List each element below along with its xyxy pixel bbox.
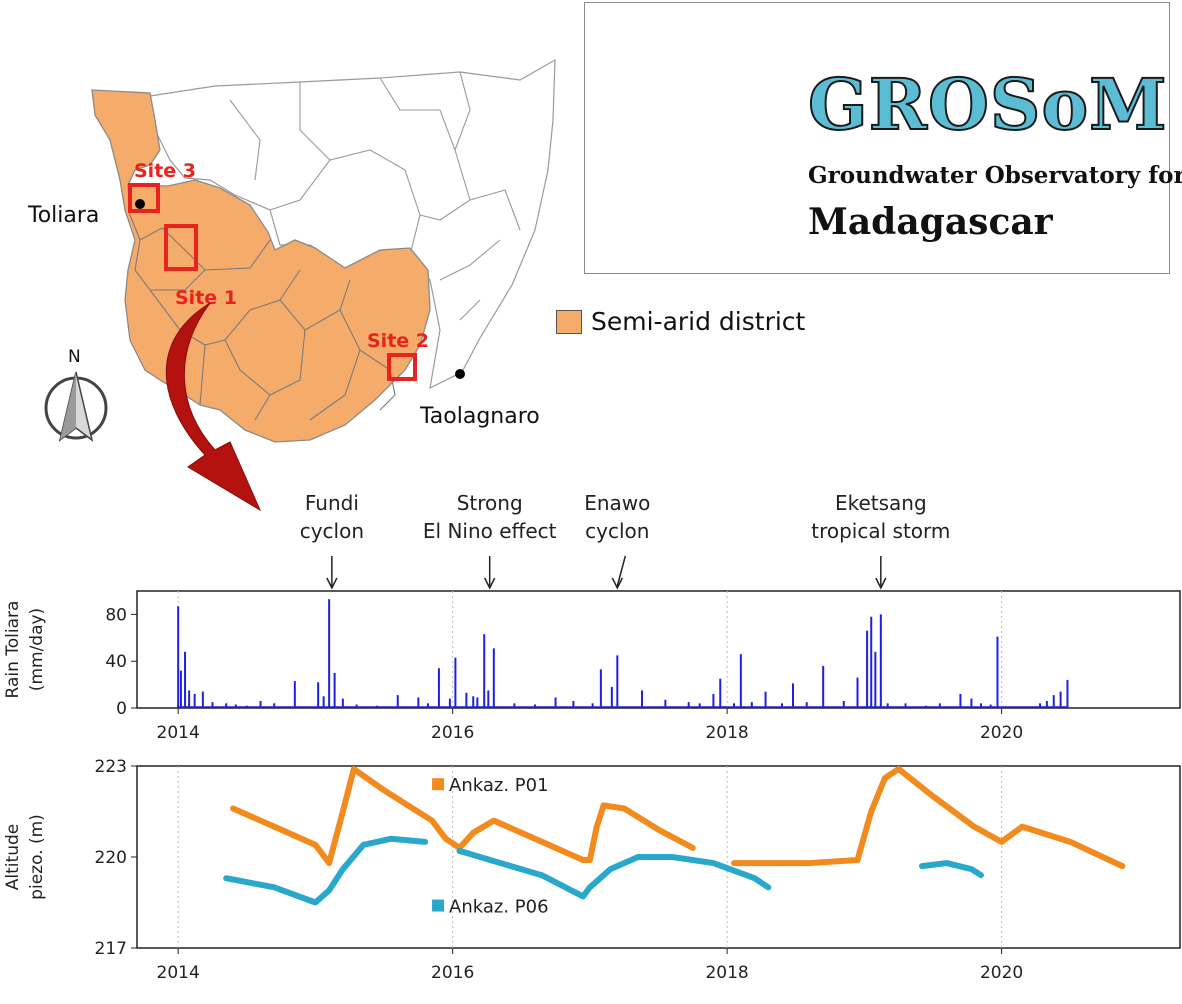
site-1-marker <box>164 224 198 271</box>
series-label: Ankaz. P01 <box>449 775 549 796</box>
y-tick-label: 0 <box>116 699 127 719</box>
x-tick-label: 2020 <box>980 723 1023 743</box>
north-arrow-icon: N <box>44 347 108 442</box>
y-tick-label: 220 <box>95 848 127 868</box>
series-line <box>230 766 696 867</box>
annotation-label: Enawo <box>584 491 650 515</box>
plot-frame <box>136 590 1181 709</box>
annotation-label: cyclon <box>300 519 364 543</box>
toliara-label: Toliara <box>27 203 99 228</box>
y-axis-label: Rain Toliara <box>3 601 23 699</box>
curved-arrow-icon <box>165 302 262 512</box>
site-3-label: Site 3 <box>134 160 196 182</box>
series-line <box>456 847 772 900</box>
taolagnaro-dot <box>455 369 465 379</box>
site-1-label: Site 1 <box>175 287 237 309</box>
legend-marker <box>432 899 445 912</box>
y-tick-label: 40 <box>105 652 127 672</box>
x-tick-label: 2014 <box>157 963 200 983</box>
logo-title: GROSoM <box>807 63 1168 146</box>
series-line <box>918 860 985 879</box>
annotation-arrowhead <box>875 577 887 590</box>
x-tick-label: 2018 <box>705 723 748 743</box>
series-line <box>730 766 1126 870</box>
y-axis-label: piezo. (m) <box>27 814 47 900</box>
annotation-arrowhead <box>611 577 623 590</box>
north-label: N <box>68 347 81 367</box>
x-tick-label: 2016 <box>431 723 474 743</box>
legend-marker <box>432 778 445 791</box>
madagascar-map: Site 3 Site 1 Site 2 Toliara Taolagnaro <box>27 58 556 443</box>
series-line <box>223 835 429 906</box>
district-borders-white <box>229 71 521 321</box>
annotation-arrowhead <box>326 577 338 590</box>
site-3-marker <box>128 183 160 213</box>
logo-box <box>584 2 1170 274</box>
annotation-label: Eketsang <box>835 491 927 515</box>
logo-subtitle-1: Groundwater Observatory for <box>808 162 1182 189</box>
series-label: Ankaz. P06 <box>449 897 549 918</box>
district-white-north <box>149 58 556 390</box>
y-tick-label: 80 <box>105 605 127 625</box>
annotation-arrow <box>616 555 627 587</box>
annotation-label: Strong <box>457 491 523 515</box>
annotation-arrowhead <box>484 577 496 590</box>
y-tick-label: 223 <box>95 757 127 777</box>
y-axis-label: (mm/day) <box>27 608 47 691</box>
annotation-label: tropical storm <box>811 519 950 543</box>
x-tick-label: 2020 <box>980 963 1023 983</box>
toliara-dot <box>135 199 145 209</box>
legend-label: Semi-arid district <box>591 307 806 336</box>
annotation-label: cyclon <box>585 519 649 543</box>
taolagnaro-label: Taolagnaro <box>419 404 540 429</box>
rain-chart: 2014 2016 2018 2020 0 40 80 Rain Toliara (mm/day… <box>3 491 1181 743</box>
piezo-chart: 2014 2016 2018 2020 217 220 223 Altitude piezo. … <box>3 757 1181 983</box>
x-tick-label: 2016 <box>431 963 474 983</box>
logo-subtitle-2: Madagascar <box>808 201 1053 243</box>
legend-swatch <box>556 310 582 334</box>
y-tick-label: 217 <box>95 939 127 959</box>
annotation-label: Fundi <box>305 491 359 515</box>
site-2-marker <box>387 353 417 381</box>
y-axis-label: Altitude <box>3 824 23 890</box>
annotation-label: El Nino effect <box>423 519 557 543</box>
site-2-label: Site 2 <box>367 330 429 352</box>
x-tick-label: 2018 <box>705 963 748 983</box>
x-tick-label: 2014 <box>157 723 200 743</box>
semi-arid-borders <box>127 184 396 421</box>
